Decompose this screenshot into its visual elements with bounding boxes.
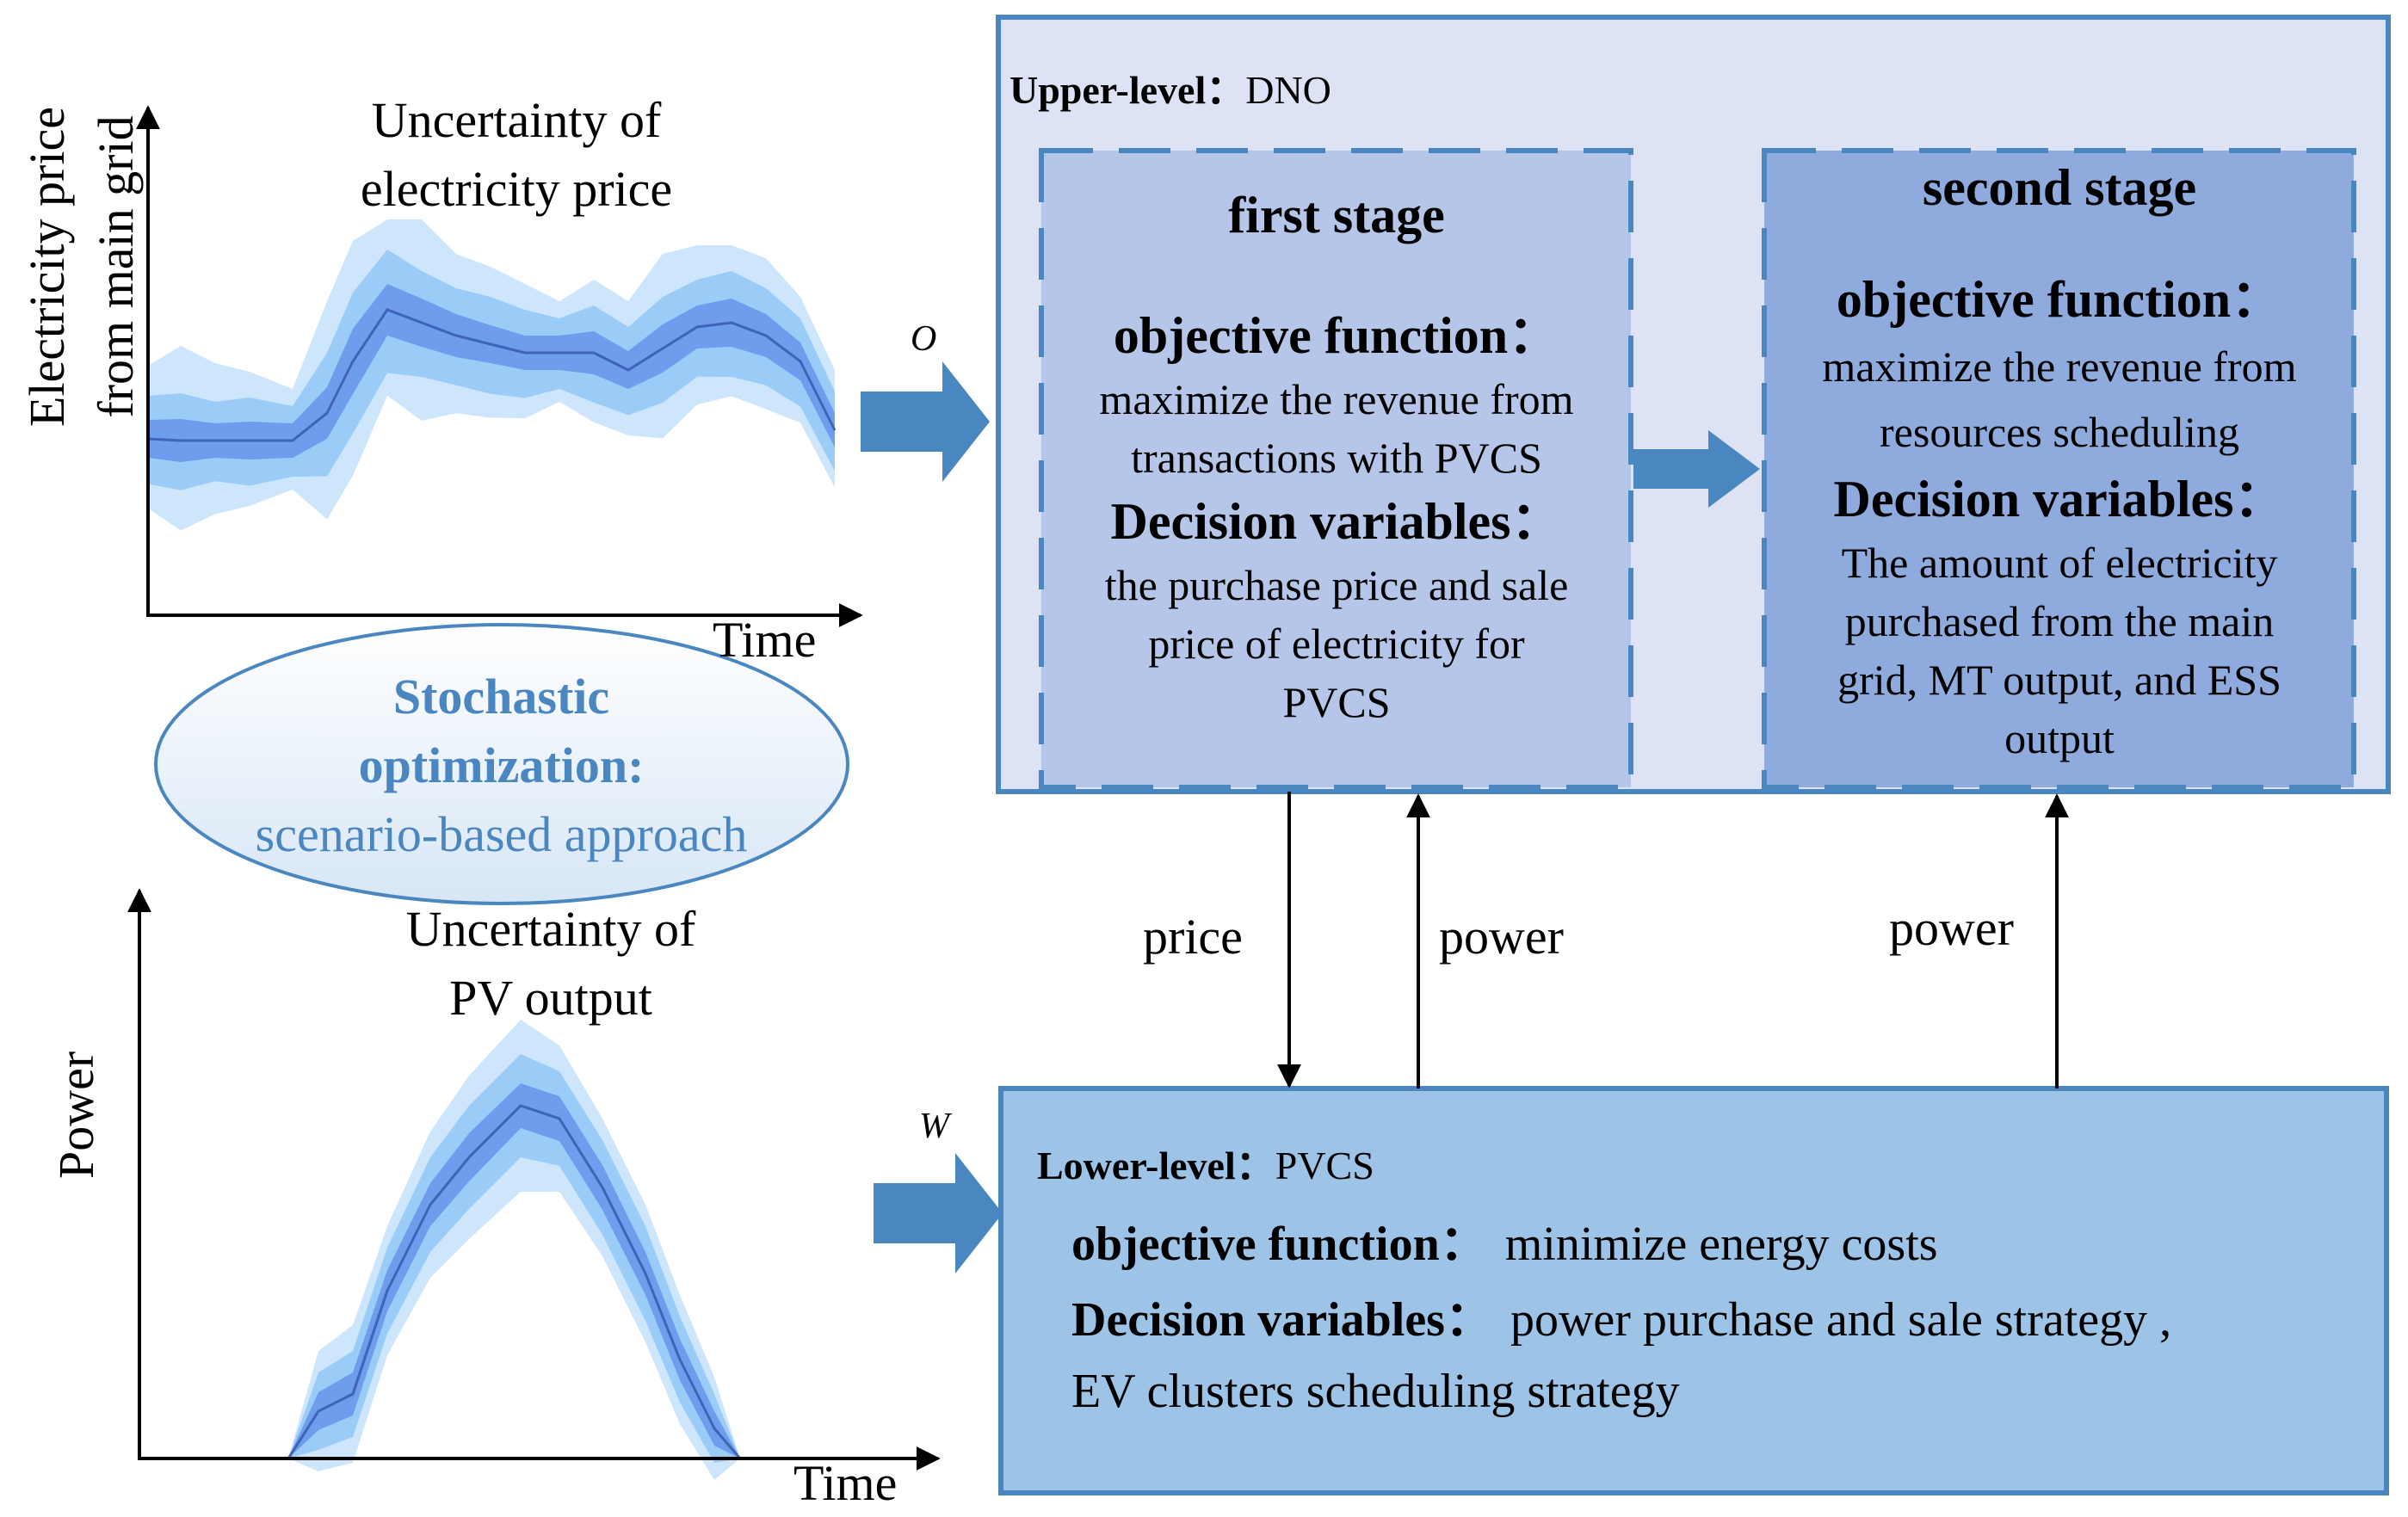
price-y-label: Electricity price from main grid xyxy=(19,107,144,427)
omega-label: O xyxy=(911,319,937,359)
lower-level-box xyxy=(998,1086,2389,1495)
first-stage-obj-title: objective function： xyxy=(1113,307,1560,364)
second-stage-dec-line: grid, MT output, and ESS xyxy=(1837,656,2281,704)
stage-arrow xyxy=(1633,430,1760,508)
price-chart xyxy=(136,105,863,627)
first-stage-obj-line: maximize the revenue from xyxy=(1099,375,1574,423)
pv-y-label: Power xyxy=(48,1051,104,1179)
price-chart-title: Uncertainty of electricity price xyxy=(360,92,673,217)
first-stage-dec-line: PVCS xyxy=(1282,678,1391,726)
second-stage-dec-title: Decision variables： xyxy=(1833,471,2286,527)
price-x-label: Time xyxy=(713,612,817,668)
pv-chart-title: Uncertainty of PV output xyxy=(405,901,696,1026)
stochastic-text: Stochastic optimization: scenario-based … xyxy=(255,669,748,862)
first-stage-content: first stage objective function： maximize… xyxy=(1044,181,1629,731)
price-label: price xyxy=(1143,909,1243,965)
second-stage-obj-line: resources scheduling xyxy=(1880,408,2239,456)
second-stage-content: second stage objective function： maximiz… xyxy=(1767,153,2352,768)
first-stage-title: first stage xyxy=(1228,187,1445,244)
second-stage-obj-line: maximize the revenue from xyxy=(1822,342,2297,391)
lower-level-label: Lower-level：PVCS xyxy=(1037,1144,1374,1187)
second-stage-dec-line: purchased from the main xyxy=(1844,597,2275,645)
second-stage-dec-line: The amount of electricity xyxy=(1841,539,2278,587)
first-stage-dec-title: Decision variables： xyxy=(1110,493,1563,550)
w-arrow xyxy=(874,1153,1003,1273)
pv-mean-line xyxy=(287,1104,742,1459)
pv-band-inner xyxy=(288,1083,740,1458)
first-stage-box xyxy=(1039,148,1633,790)
first-stage-dec-line: price of electricity for xyxy=(1148,620,1525,668)
upper-level-label: Upper-level：DNO xyxy=(1010,68,1331,112)
second-stage-title: second stage xyxy=(1922,159,2197,216)
second-stage-obj-title: objective function： xyxy=(1836,271,2283,328)
power-label-right: power xyxy=(1889,900,2014,956)
lower-dec-line-2: EV clusters scheduling strategy xyxy=(1071,1365,1680,1418)
omega-arrow xyxy=(861,361,990,482)
second-stage-box xyxy=(1762,148,2356,790)
second-stage-dec-line: output xyxy=(2004,714,2115,762)
price-mean-line xyxy=(147,308,837,442)
first-stage-dec-line: the purchase price and sale xyxy=(1104,561,1569,609)
first-stage-obj-line: transactions with PVCS xyxy=(1131,434,1542,482)
power-label-left: power xyxy=(1439,909,1564,965)
w-label: W xyxy=(919,1107,949,1146)
lower-dec-line: Decision variables： power purchase and sa… xyxy=(1071,1293,2172,1347)
stochastic-ellipse xyxy=(154,623,849,905)
pv-x-label: Time xyxy=(793,1455,898,1511)
lower-obj-line: objective function： minimize energy costs xyxy=(1071,1218,1938,1271)
pv-chart xyxy=(127,888,941,1480)
